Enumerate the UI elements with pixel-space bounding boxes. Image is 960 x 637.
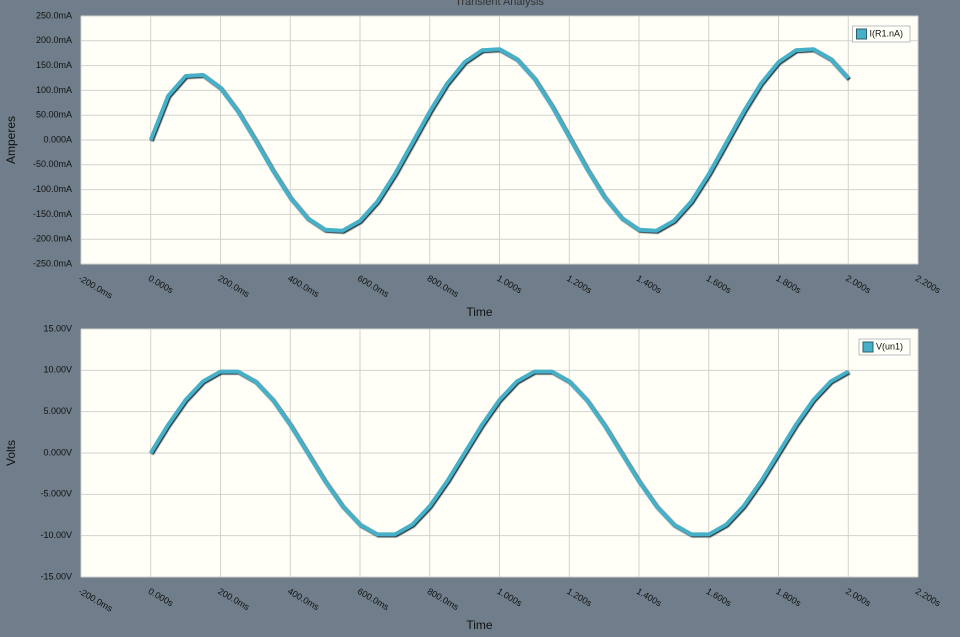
- y-tick-label: -150.0mA: [33, 209, 72, 219]
- x-axis-title: Time: [466, 618, 493, 632]
- legend-text: I(R1.nA): [869, 28, 903, 38]
- y-tick-label: -50.00mA: [33, 159, 72, 169]
- y-tick-label: 0.000V: [43, 447, 72, 457]
- y-tick-label: 10.00V: [43, 365, 72, 375]
- y-axis-title: Volts: [4, 440, 18, 466]
- series-line: [148, 47, 850, 233]
- y-tick-label: -10.00V: [40, 530, 72, 540]
- y-tick-label: -100.0mA: [33, 184, 72, 194]
- y-tick-label: -200.0mA: [33, 234, 72, 244]
- x-axis-title: Time: [466, 305, 493, 319]
- y-tick-label: 150.0mA: [36, 60, 72, 70]
- legend-text: V(un1): [876, 341, 903, 351]
- y-tick-label: 200.0mA: [36, 35, 72, 45]
- y-tick-label: 5.000V: [43, 406, 72, 416]
- legend: V(un1): [858, 338, 911, 356]
- y-tick-label: 100.0mA: [36, 85, 72, 95]
- y-tick-label: -15.00V: [40, 571, 72, 581]
- y-tick-label: 15.00V: [43, 323, 72, 333]
- chart-title: Transient Analysis: [455, 0, 544, 8]
- y-tick-label: 50.00mA: [36, 110, 72, 120]
- legend-swatch: [855, 28, 867, 40]
- y-tick-label: 250.0mA: [36, 10, 72, 20]
- legend: I(R1.nA): [851, 25, 911, 43]
- legend-swatch: [862, 341, 874, 353]
- y-tick-label: -250.0mA: [33, 258, 72, 268]
- y-axis-title: Amperes: [4, 116, 18, 164]
- y-tick-label: 0.000A: [43, 134, 72, 144]
- y-tick-label: -5.000V: [40, 489, 72, 499]
- series-line: [149, 369, 850, 537]
